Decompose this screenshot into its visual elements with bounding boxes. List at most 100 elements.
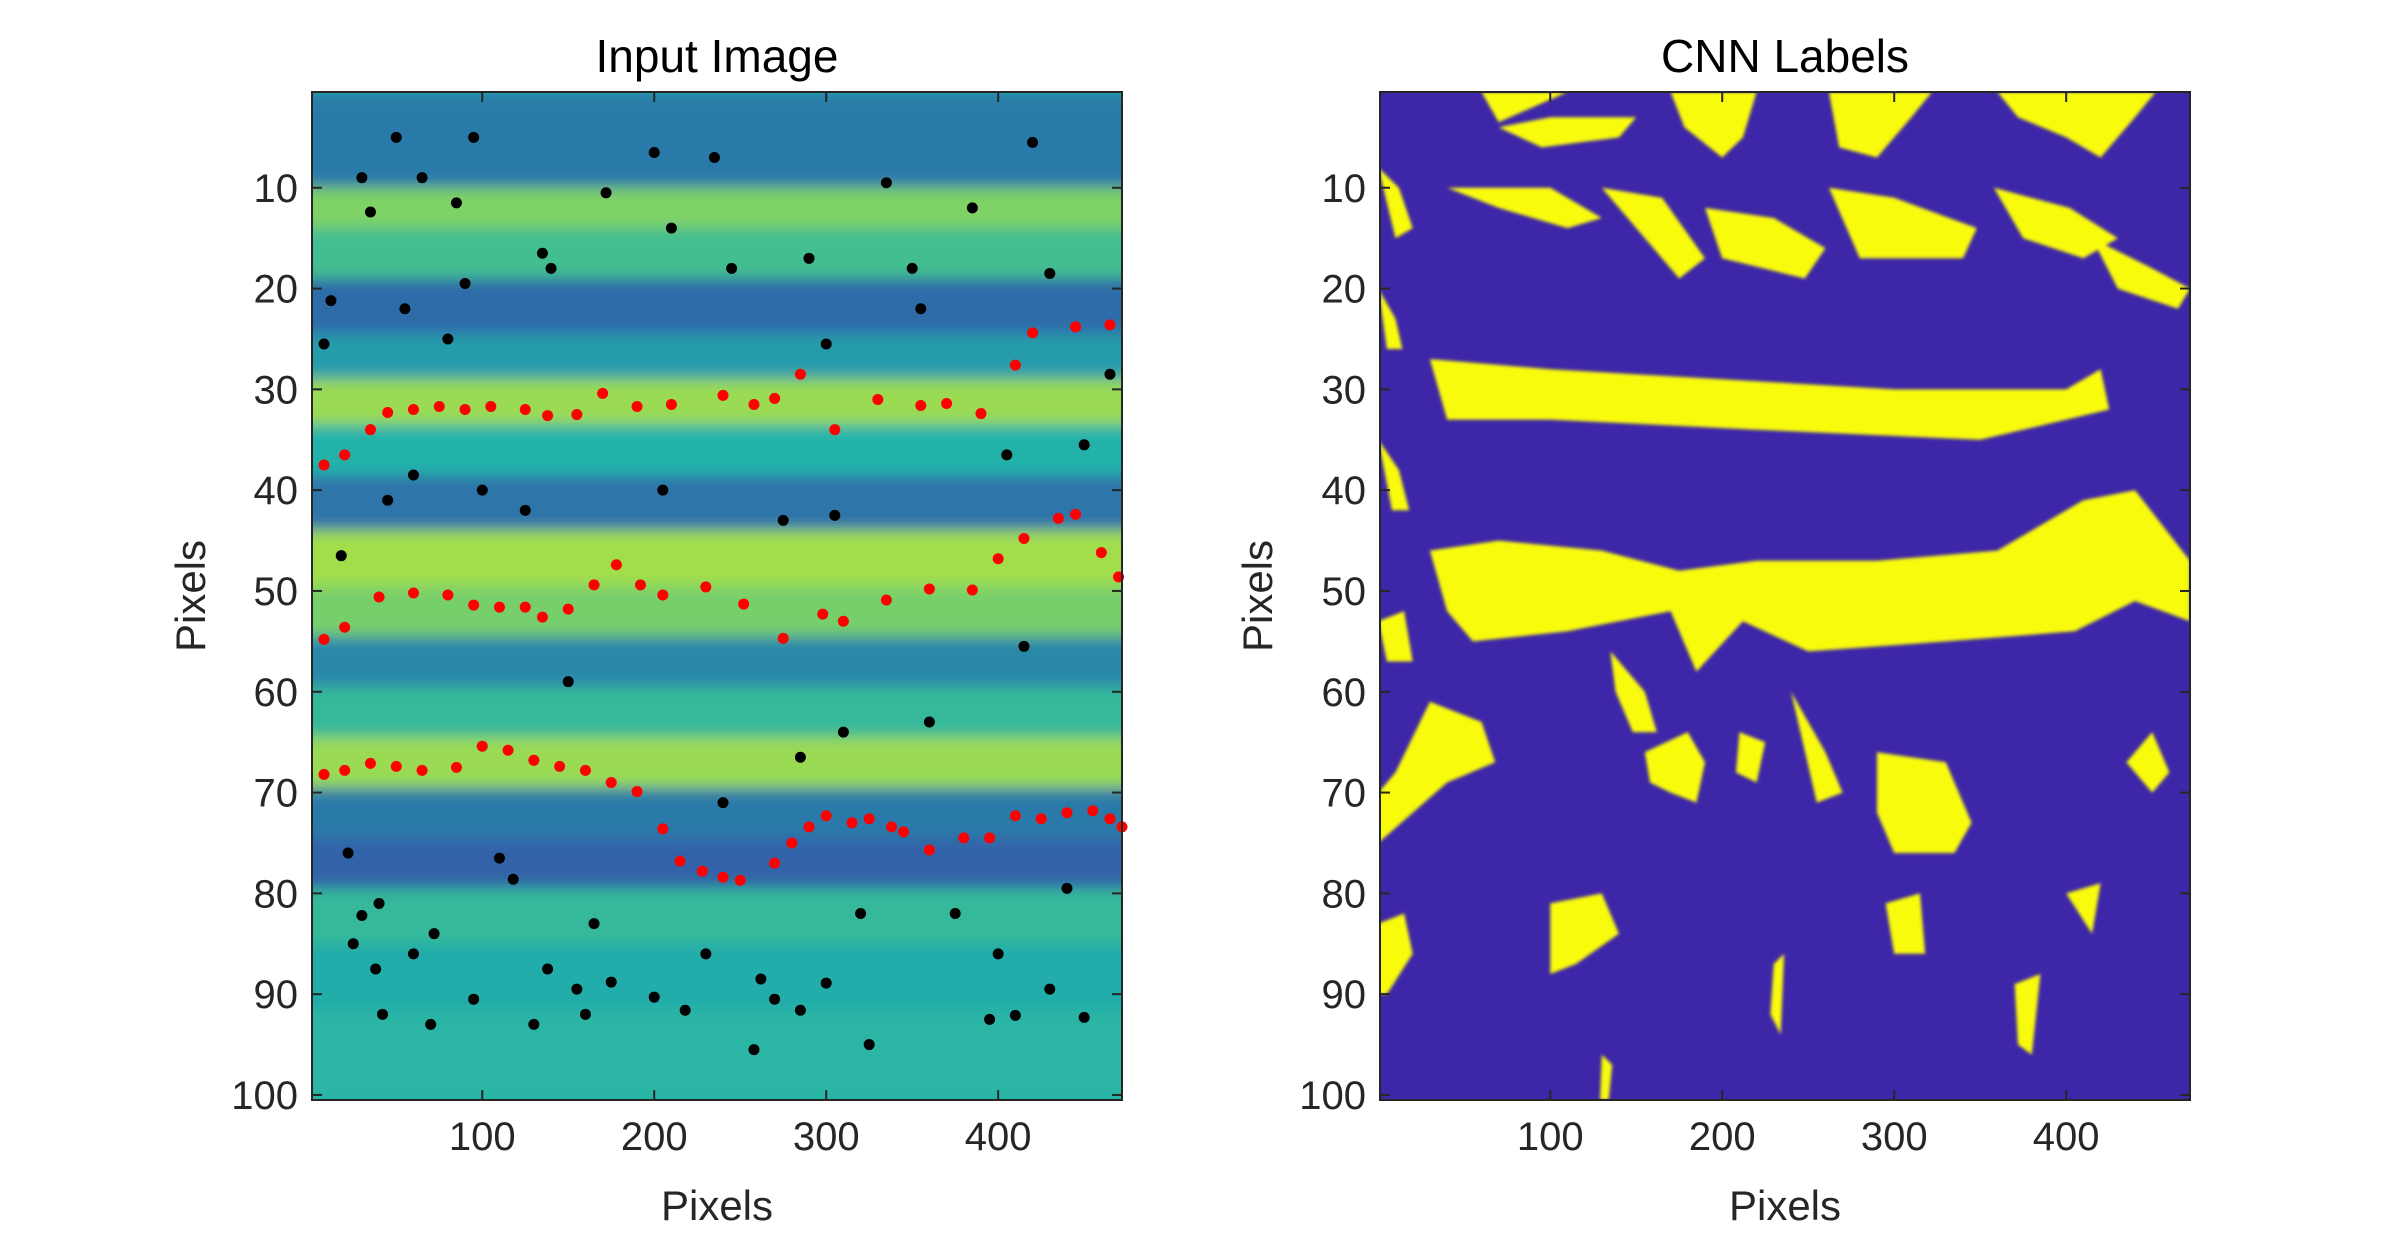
black-marker bbox=[829, 509, 841, 521]
red-marker bbox=[339, 764, 351, 776]
red-marker bbox=[717, 871, 729, 883]
label-region bbox=[1885, 893, 1926, 954]
heat-band bbox=[312, 379, 1122, 426]
red-marker bbox=[975, 408, 987, 420]
black-marker bbox=[356, 172, 368, 184]
red-marker bbox=[748, 398, 760, 410]
black-marker bbox=[528, 1018, 540, 1030]
red-marker bbox=[450, 761, 462, 773]
black-marker bbox=[648, 991, 660, 1003]
black-marker bbox=[1061, 882, 1073, 894]
black-marker bbox=[428, 928, 440, 940]
red-marker bbox=[837, 615, 849, 627]
black-marker bbox=[855, 908, 867, 920]
label-region bbox=[1600, 1054, 1613, 1100]
black-marker bbox=[382, 494, 394, 506]
black-marker bbox=[1001, 449, 1013, 461]
black-marker bbox=[347, 938, 359, 950]
right-x-tick-label: 200 bbox=[1689, 1115, 1756, 1159]
right-plot-frame bbox=[1379, 91, 2191, 1101]
right-y-tick-label: 100 bbox=[1299, 1074, 1366, 1118]
black-marker bbox=[1078, 1011, 1090, 1023]
red-marker bbox=[915, 399, 927, 411]
left-y-tick-label: 100 bbox=[231, 1074, 298, 1118]
label-region bbox=[1705, 207, 1826, 279]
red-marker bbox=[318, 768, 330, 780]
red-marker bbox=[318, 633, 330, 645]
red-marker bbox=[1095, 547, 1107, 559]
red-marker bbox=[696, 865, 708, 877]
heat-band bbox=[312, 943, 1122, 1011]
left-y-tick-label: 80 bbox=[254, 872, 299, 916]
red-marker bbox=[536, 611, 548, 623]
left-y-tick-label: 50 bbox=[254, 570, 299, 614]
right-y-tick-label: 10 bbox=[1322, 167, 1367, 211]
label-region bbox=[1550, 893, 1619, 974]
red-marker bbox=[769, 392, 781, 404]
black-marker bbox=[880, 177, 892, 189]
left-x-tick-label: 400 bbox=[965, 1115, 1032, 1159]
black-marker bbox=[399, 303, 411, 315]
label-region bbox=[1670, 92, 1757, 158]
left-y-tick-label: 60 bbox=[254, 671, 299, 715]
heat-band bbox=[312, 636, 1122, 688]
red-marker bbox=[923, 583, 935, 595]
red-marker bbox=[777, 632, 789, 644]
left-heatmap-bands bbox=[312, 92, 1122, 1100]
black-marker bbox=[507, 873, 519, 885]
black-marker bbox=[335, 550, 347, 562]
black-marker bbox=[657, 484, 669, 496]
left-y-tick-label: 10 bbox=[254, 167, 299, 211]
black-marker bbox=[1044, 983, 1056, 995]
heat-band bbox=[312, 737, 1122, 789]
black-marker bbox=[648, 146, 660, 158]
red-marker bbox=[829, 424, 841, 436]
red-marker bbox=[579, 764, 591, 776]
left-chart-title: Input Image bbox=[596, 30, 839, 82]
left-y-tick-label: 40 bbox=[254, 469, 299, 513]
label-region bbox=[1429, 490, 2190, 672]
black-marker bbox=[579, 1008, 591, 1020]
right-x-ticks: 100 200 300 400 bbox=[1517, 92, 2100, 1159]
black-marker bbox=[493, 852, 505, 864]
black-marker bbox=[605, 976, 617, 988]
left-y-tick-label: 70 bbox=[254, 772, 299, 816]
red-marker bbox=[519, 601, 531, 613]
black-marker bbox=[588, 918, 600, 930]
red-marker bbox=[665, 398, 677, 410]
black-marker bbox=[519, 504, 531, 516]
black-marker bbox=[679, 1004, 691, 1016]
black-marker bbox=[600, 187, 612, 199]
black-marker bbox=[837, 726, 849, 738]
black-marker bbox=[459, 278, 471, 290]
label-region bbox=[1481, 92, 1568, 123]
heat-band bbox=[312, 278, 1122, 335]
heat-band bbox=[312, 1009, 1122, 1100]
label-region bbox=[2066, 883, 2101, 934]
red-marker bbox=[846, 817, 858, 829]
red-marker bbox=[794, 368, 806, 380]
label-region bbox=[1828, 187, 1977, 259]
red-marker bbox=[817, 608, 829, 620]
red-marker bbox=[941, 397, 953, 409]
right-label-regions bbox=[1380, 92, 2190, 1100]
black-marker bbox=[545, 262, 557, 274]
black-marker bbox=[476, 484, 488, 496]
label-region bbox=[2126, 732, 2170, 793]
red-marker bbox=[493, 601, 505, 613]
black-marker bbox=[820, 338, 832, 350]
right-y-ticks: 10 20 30 40 50 60 70 80 90 100 bbox=[1299, 167, 2190, 1118]
right-x-tick-label: 100 bbox=[1517, 1115, 1584, 1159]
black-marker bbox=[370, 963, 382, 975]
black-marker bbox=[915, 303, 927, 315]
red-marker bbox=[476, 740, 488, 752]
black-marker bbox=[1018, 640, 1030, 652]
black-marker bbox=[571, 983, 583, 995]
right-y-tick-label: 30 bbox=[1322, 368, 1367, 412]
heat-band bbox=[312, 424, 1122, 477]
red-marker bbox=[923, 844, 935, 856]
panel-cnn-labels: CNN Labels 100 200 300 400 10 20 30 40 50 60 70 80… bbox=[1234, 30, 2191, 1229]
left-markers bbox=[318, 131, 1128, 1056]
right-y-tick-label: 60 bbox=[1322, 671, 1367, 715]
label-region bbox=[1828, 92, 1932, 158]
